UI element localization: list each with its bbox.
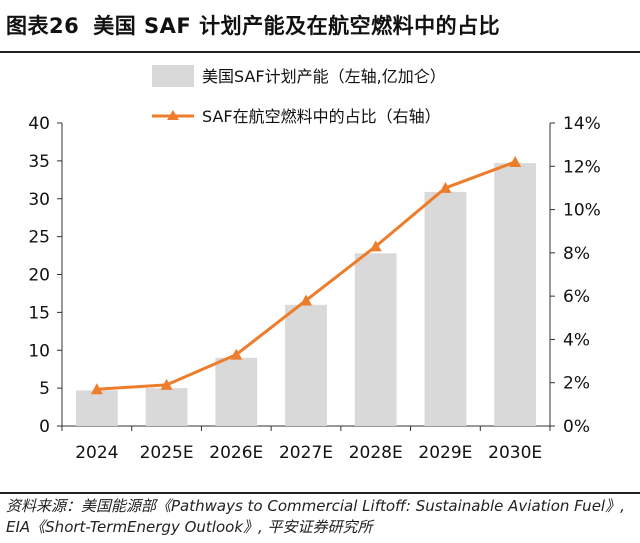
share-point-marker	[160, 378, 173, 390]
figure-title-line: 图表26 美国 SAF 计划产能及在航空燃料中的占比	[6, 10, 500, 40]
right-axis-tick-label: 12%	[563, 157, 601, 177]
x-axis-category-label: 2027E	[279, 443, 333, 463]
figure-number: 图表26	[6, 14, 80, 38]
left-axis-tick-label: 15	[28, 303, 50, 323]
capacity-bar	[145, 388, 188, 426]
capacity-bar	[354, 253, 397, 426]
share-point-marker	[509, 155, 522, 167]
left-axis-tick-label: 30	[28, 190, 50, 210]
right-axis-tick-label: 6%	[563, 287, 590, 307]
capacity-bar	[424, 191, 467, 426]
figure-header: 图表26 美国 SAF 计划产能及在航空燃料中的占比	[0, 0, 640, 56]
x-axis-category-label: 2025E	[140, 443, 194, 463]
x-axis-category-label: 2026E	[209, 443, 263, 463]
capacity-bar	[215, 357, 258, 426]
x-axis-category-label: 2028E	[349, 443, 403, 463]
legend-label-share: SAF在航空燃料中的占比（右轴）	[202, 107, 441, 126]
legend-bar-swatch	[152, 65, 194, 87]
footer-divider	[0, 492, 640, 494]
left-axis-tick-label: 20	[28, 266, 50, 286]
share-point-marker	[230, 348, 243, 360]
right-axis-tick-label: 2%	[563, 374, 590, 394]
right-axis-tick-label: 14%	[563, 114, 601, 134]
left-axis-tick-label: 5	[39, 379, 50, 399]
left-axis-tick-label: 40	[28, 114, 50, 134]
figure-title: 美国 SAF 计划产能及在航空燃料中的占比	[93, 14, 501, 38]
share-point-marker	[300, 294, 312, 306]
chart-legend: 美国SAF计划产能（左轴,亿加仑） SAF在航空燃料中的占比（右轴）	[152, 65, 446, 126]
left-axis-tick-label: 35	[28, 152, 50, 172]
legend-marker-swatch	[167, 110, 179, 120]
share-point-marker	[439, 181, 452, 193]
right-axis-tick-label: 8%	[563, 244, 590, 264]
x-axis-category-label: 2030E	[488, 443, 542, 463]
header-divider	[0, 51, 640, 53]
right-axis-tick-label: 4%	[563, 330, 590, 350]
right-axis-tick-label: 10%	[563, 201, 601, 221]
capacity-bar	[285, 304, 327, 426]
x-axis-category-label: 2024	[75, 443, 118, 463]
share-point-marker	[90, 383, 103, 395]
bar-series	[75, 163, 537, 426]
capacity-bar	[494, 163, 537, 426]
x-axis-category-label: 2029E	[418, 443, 472, 463]
line-series	[90, 155, 522, 395]
share-point-marker	[369, 240, 382, 252]
legend-label-capacity: 美国SAF计划产能（左轴,亿加仑）	[202, 67, 446, 86]
source-text: 资料来源：美国能源部《Pathways to Commercial Liftof…	[6, 497, 625, 536]
source-note: 资料来源：美国能源部《Pathways to Commercial Liftof…	[6, 496, 634, 538]
left-axis-tick-label: 25	[28, 228, 50, 248]
capacity-bar	[75, 390, 118, 426]
left-axis-tick-label: 0	[39, 417, 50, 437]
right-axis-tick-label: 0%	[563, 417, 590, 437]
chart-area: 美国SAF计划产能（左轴,亿加仑） SAF在航空燃料中的占比（右轴） 0 5 10 1…	[28, 65, 601, 463]
tick-labels: 0 5 10 15 20 25 30 35 40 0% 2% 4% 6% 8% 10% 12% 14% 2024 2…	[28, 114, 600, 463]
left-axis-tick-label: 10	[28, 341, 50, 361]
